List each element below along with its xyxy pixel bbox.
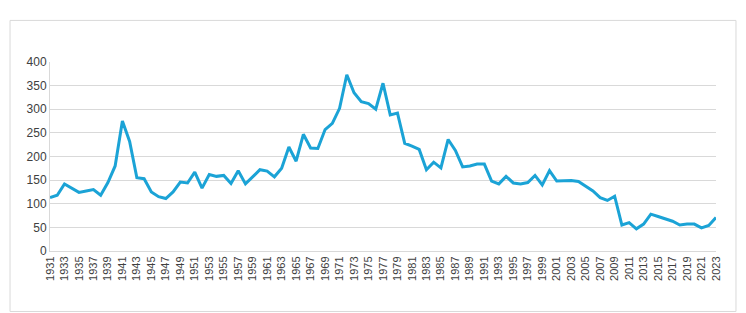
svg-text:2005: 2005 (579, 256, 591, 280)
svg-text:1983: 1983 (420, 256, 432, 280)
svg-text:1985: 1985 (434, 256, 446, 280)
svg-text:2019: 2019 (681, 256, 693, 280)
svg-text:1967: 1967 (304, 256, 316, 280)
svg-text:2003: 2003 (565, 256, 577, 280)
svg-text:350: 350 (27, 79, 47, 93)
svg-text:1943: 1943 (130, 256, 142, 280)
svg-text:1995: 1995 (507, 256, 519, 280)
svg-text:1977: 1977 (377, 256, 389, 280)
svg-text:1937: 1937 (87, 256, 99, 280)
svg-text:2017: 2017 (666, 256, 678, 280)
svg-text:300: 300 (27, 102, 47, 116)
svg-text:1997: 1997 (521, 256, 533, 280)
svg-text:1979: 1979 (391, 256, 403, 280)
svg-text:1941: 1941 (116, 256, 128, 280)
svg-text:2021: 2021 (695, 256, 707, 280)
svg-text:1939: 1939 (101, 256, 113, 280)
svg-text:1989: 1989 (463, 256, 475, 280)
svg-text:1933: 1933 (58, 256, 70, 280)
svg-text:1981: 1981 (406, 256, 418, 280)
svg-text:1971: 1971 (333, 256, 345, 280)
svg-text:1931: 1931 (44, 256, 56, 280)
svg-text:1947: 1947 (159, 256, 171, 280)
svg-text:50: 50 (33, 221, 47, 235)
svg-text:1963: 1963 (275, 256, 287, 280)
svg-text:1969: 1969 (319, 256, 331, 280)
svg-text:1935: 1935 (73, 256, 85, 280)
svg-text:1999: 1999 (536, 256, 548, 280)
svg-text:400: 400 (27, 55, 47, 69)
svg-text:2007: 2007 (594, 256, 606, 280)
svg-text:1953: 1953 (203, 256, 215, 280)
svg-text:0: 0 (40, 244, 47, 258)
svg-text:1955: 1955 (217, 256, 229, 280)
svg-text:1945: 1945 (145, 256, 157, 280)
svg-text:100: 100 (27, 197, 47, 211)
svg-text:1993: 1993 (492, 256, 504, 280)
svg-text:1991: 1991 (478, 256, 490, 280)
svg-text:150: 150 (27, 173, 47, 187)
svg-text:1975: 1975 (362, 256, 374, 280)
svg-text:1965: 1965 (290, 256, 302, 280)
svg-text:1951: 1951 (188, 256, 200, 280)
svg-text:1949: 1949 (174, 256, 186, 280)
svg-text:250: 250 (27, 126, 47, 140)
svg-text:2011: 2011 (623, 256, 635, 280)
svg-text:2013: 2013 (637, 256, 649, 280)
svg-text:2015: 2015 (652, 256, 664, 280)
svg-text:1957: 1957 (232, 256, 244, 280)
svg-text:200: 200 (27, 150, 47, 164)
svg-text:1961: 1961 (261, 256, 273, 280)
svg-text:2009: 2009 (608, 256, 620, 280)
svg-text:2001: 2001 (550, 256, 562, 280)
svg-text:1987: 1987 (449, 256, 461, 280)
svg-text:1973: 1973 (348, 256, 360, 280)
svg-text:2023: 2023 (710, 256, 722, 280)
svg-text:1959: 1959 (246, 256, 258, 280)
